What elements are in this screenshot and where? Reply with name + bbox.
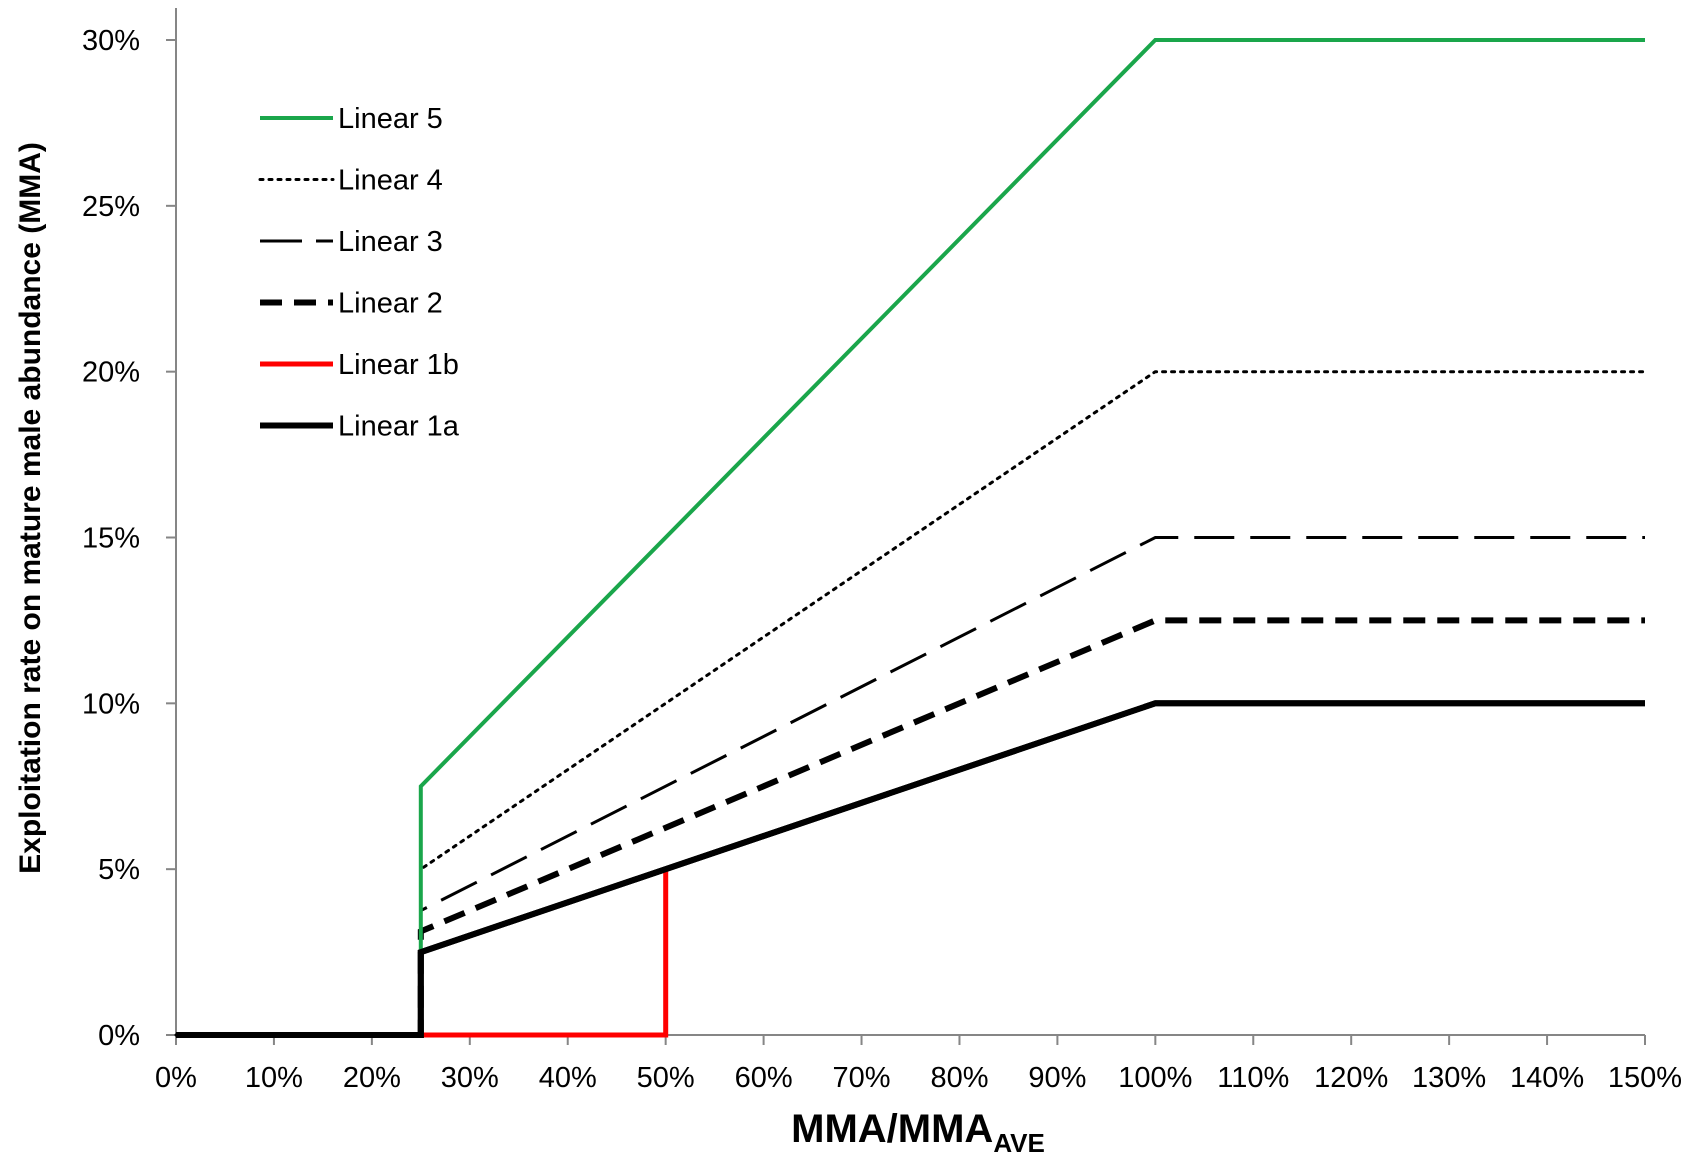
- x-axis-title: MMA/MMAAVE: [791, 1107, 1045, 1158]
- x-tick-label: 20%: [343, 1062, 401, 1094]
- y-tick-label: 15%: [82, 523, 140, 555]
- y-tick-label: 5%: [98, 854, 140, 886]
- y-tick-label: 25%: [82, 191, 140, 223]
- legend-label-linear-5: Linear 5: [338, 103, 443, 135]
- legend-label-linear-3: Linear 3: [338, 226, 443, 258]
- x-tick-label: 30%: [441, 1062, 499, 1094]
- series-line-linear-1a-top: [176, 700, 1645, 1038]
- y-tick-label: 30%: [82, 25, 140, 57]
- legend-label-linear-4: Linear 4: [338, 165, 443, 197]
- axes: 0% 5% 10% 15% 20% 25% 30% 0% 10% 20% 30% 40% 50% 60% 7…: [82, 8, 1682, 1094]
- x-tick-label: 110%: [1217, 1062, 1289, 1094]
- series-line-linear-2: [176, 617, 1645, 1038]
- x-tick-label: 100%: [1118, 1062, 1192, 1094]
- y-tick-label: 10%: [82, 688, 140, 720]
- x-tick-label: 70%: [833, 1062, 891, 1094]
- series-line-linear-1a: [176, 700, 1645, 1038]
- x-axis-title-main: MMA/MMA: [791, 1107, 993, 1151]
- x-tick-label: 50%: [637, 1062, 695, 1094]
- x-tick-label: 80%: [930, 1062, 988, 1094]
- x-tick-label: 0%: [155, 1062, 197, 1094]
- legend-label-linear-2: Linear 2: [338, 288, 443, 320]
- legend-label-linear-1a: Linear 1a: [338, 411, 460, 443]
- series-layer: [174, 38, 1647, 1038]
- x-tick-label: 140%: [1510, 1062, 1584, 1094]
- y-tick-label: 20%: [82, 357, 140, 389]
- y-tick-label: 0%: [98, 1020, 140, 1052]
- x-tick-label: 10%: [245, 1062, 303, 1094]
- x-tick-label: 90%: [1028, 1062, 1086, 1094]
- x-axis-title-subscript: AVE: [993, 1128, 1045, 1158]
- x-tick-label: 60%: [735, 1062, 793, 1094]
- y-axis-title: Exploitation rate on mature male abundan…: [14, 142, 47, 874]
- x-tick-label: 150%: [1608, 1062, 1682, 1094]
- x-tick-label: 40%: [539, 1062, 597, 1094]
- x-tick-label: 130%: [1412, 1062, 1486, 1094]
- series-line-linear-1b: [176, 700, 1645, 1038]
- legend-label-linear-1b: Linear 1b: [338, 349, 459, 381]
- x-tick-label: 120%: [1314, 1062, 1388, 1094]
- legend: Linear 5 Linear 4 Linear 3 Linear 2 Linear 1…: [258, 103, 460, 443]
